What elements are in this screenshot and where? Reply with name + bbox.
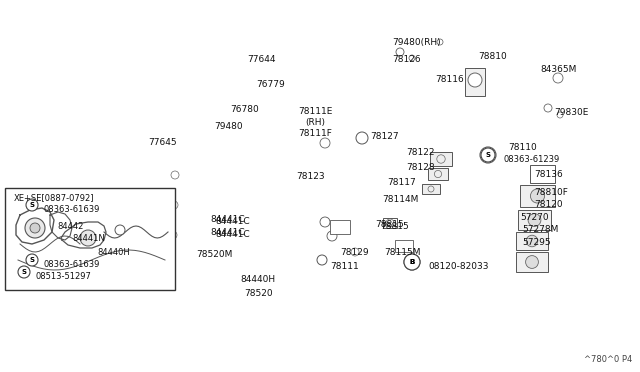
Text: 78810F: 78810F [534,188,568,197]
Bar [422,184,440,194]
Text: S: S [22,269,26,275]
Text: 78114M: 78114M [382,195,419,204]
Text: 84440H: 84440H [97,248,130,257]
Text: 78129: 78129 [340,248,369,257]
Bar [516,232,548,250]
Text: 78126: 78126 [392,55,420,64]
Text: 57295: 57295 [522,238,550,247]
Bar [330,220,350,234]
Text: 84440H: 84440H [240,275,275,284]
Text: B: B [410,259,415,265]
Text: 57270: 57270 [520,213,548,222]
Text: 79480(RH): 79480(RH) [392,38,440,47]
Circle shape [26,199,38,211]
Text: 79830E: 79830E [554,108,588,117]
Bar [395,240,413,252]
Circle shape [404,254,420,270]
Text: 84441C: 84441C [210,228,244,237]
Text: 78111E: 78111E [298,107,332,116]
Circle shape [480,147,496,163]
Text: 78815: 78815 [375,220,404,229]
Bar [530,165,555,183]
Text: ^780^0 P4: ^780^0 P4 [584,355,632,364]
Text: 78520M: 78520M [196,250,232,259]
Text: 08513-51297: 08513-51297 [36,272,92,281]
Text: XE+SE[0887-0792]: XE+SE[0887-0792] [14,193,95,202]
Text: 84365M: 84365M [540,65,577,74]
Bar [520,185,555,207]
Text: 78815: 78815 [380,222,409,231]
Bar [465,68,485,96]
Text: 57278M: 57278M [522,225,558,234]
Text: 78127: 78127 [370,132,399,141]
Text: S: S [486,152,490,158]
Text: 78136: 78136 [534,170,563,179]
Text: 78120: 78120 [534,200,563,209]
Text: 78122: 78122 [406,148,435,157]
Circle shape [531,189,545,203]
Bar [383,218,397,228]
Text: 78111: 78111 [330,262,359,271]
Text: 78115M: 78115M [384,248,420,257]
Circle shape [386,219,394,227]
Circle shape [528,214,541,227]
Text: 76780: 76780 [230,105,259,114]
Text: 08363-61639: 08363-61639 [44,260,100,269]
Text: S: S [29,202,35,208]
Text: 78123: 78123 [296,172,324,181]
Text: 78810: 78810 [478,52,507,61]
Text: 79480: 79480 [214,122,243,131]
Circle shape [525,256,538,269]
Text: 78520: 78520 [244,289,273,298]
Text: 77645: 77645 [148,138,177,147]
Text: 78117: 78117 [387,178,416,187]
Text: 84442: 84442 [57,222,83,231]
Circle shape [481,148,495,162]
Circle shape [26,254,38,266]
Bar [430,152,452,166]
Text: 08120-82033: 08120-82033 [428,262,488,271]
Text: 84441C: 84441C [215,217,250,226]
Text: 78110: 78110 [508,143,537,152]
Text: 78128: 78128 [406,163,435,172]
Circle shape [404,254,420,270]
Circle shape [468,73,482,87]
Circle shape [484,151,492,159]
Text: 08363-61239: 08363-61239 [504,155,560,164]
Text: S: S [29,257,35,263]
Bar [5,188,175,290]
Circle shape [526,235,538,247]
Text: 78111F: 78111F [298,129,332,138]
Text: 84441C: 84441C [210,215,244,224]
Text: 08363-61639: 08363-61639 [44,205,100,214]
Text: 84441N: 84441N [72,234,105,243]
Text: 77644: 77644 [247,55,275,64]
Circle shape [18,266,30,278]
Text: 76779: 76779 [256,80,285,89]
Text: B: B [410,259,415,265]
Circle shape [80,230,96,246]
Circle shape [30,223,40,233]
Bar [516,252,548,272]
Bar [518,210,551,230]
Circle shape [25,218,45,238]
Bar [428,168,448,180]
Text: 78116: 78116 [435,75,464,84]
Circle shape [115,225,125,235]
Text: (RH): (RH) [305,118,325,127]
Text: 84441C: 84441C [215,230,250,239]
